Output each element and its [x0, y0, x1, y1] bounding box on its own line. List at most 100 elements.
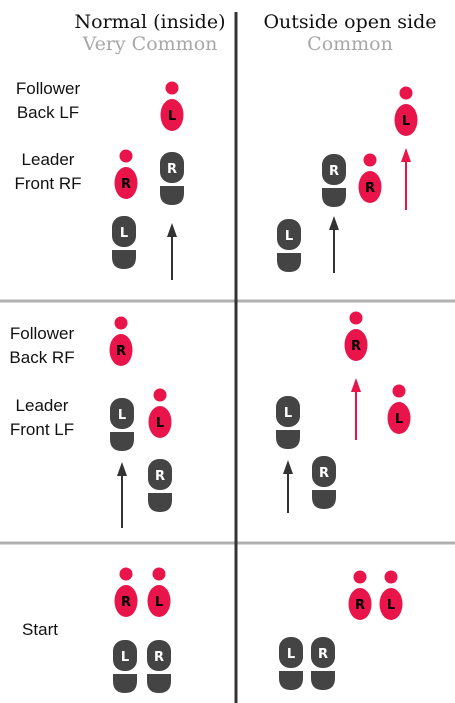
follower-foot — [379, 588, 403, 620]
follower-foot — [147, 585, 171, 617]
foot-letter: L — [395, 412, 403, 427]
follower-foot — [344, 329, 368, 361]
foot-letter: L — [287, 647, 295, 662]
row1-leader-label: Leader Front RF — [6, 148, 90, 196]
row-label-line: Back RF — [9, 348, 75, 367]
column-frequency: Common — [307, 33, 393, 55]
follower-heel-dot — [399, 86, 413, 100]
leader-foot-heel — [160, 186, 184, 205]
column-frequency: Very Common — [82, 33, 218, 55]
leader-foot-ball — [322, 154, 346, 185]
leader-foot-heel — [112, 250, 136, 269]
leader-foot-heel — [312, 490, 336, 509]
follower-foot — [387, 402, 411, 434]
follower-foot — [358, 171, 382, 203]
foot-letter: L — [155, 595, 163, 610]
follower-heel-dot — [119, 149, 133, 163]
follower-foot — [114, 585, 138, 617]
foot-letter: R — [329, 164, 339, 179]
follower-heel-dot — [384, 570, 398, 584]
follower-heel-dot — [165, 81, 179, 95]
step-arrow-head — [283, 460, 293, 474]
foot-letter: R — [116, 344, 126, 359]
foot-letter: R — [121, 595, 131, 610]
foot-letter: R — [121, 177, 131, 192]
foot-letter: L — [285, 229, 293, 244]
foot-letter: L — [121, 650, 129, 665]
leader-foot-heel — [113, 674, 137, 693]
leader-foot-ball — [148, 459, 172, 490]
follower-foot — [109, 334, 133, 366]
row3-start-label: Start — [0, 618, 80, 642]
row2-leader-label: Leader Front LF — [0, 394, 84, 442]
leader-foot-heel — [311, 671, 335, 690]
column-header-normal: Normal (inside) Very Common — [60, 11, 240, 55]
row-label-line: Start — [22, 620, 58, 639]
follower-heel-dot — [392, 384, 406, 398]
follower-heel-dot — [153, 388, 167, 402]
step-arrow-head — [117, 462, 127, 476]
step-arrow-head — [167, 223, 177, 237]
row-label-line: Leader — [15, 396, 69, 415]
leader-foot-heel — [276, 430, 300, 449]
row1-follower-label: Follower Back LF — [6, 77, 90, 125]
step-arrow-head — [401, 148, 411, 162]
foot-letter: R — [355, 598, 365, 613]
foot-letter: L — [387, 598, 395, 613]
foot-letter: L — [284, 406, 292, 421]
leader-foot-ball — [312, 456, 336, 487]
row-label-line: Follower — [9, 324, 75, 343]
foot-letter: L — [120, 226, 128, 241]
step-arrow-head — [351, 378, 361, 392]
leader-foot-ball — [160, 152, 184, 183]
row-label-line: Follower — [15, 79, 81, 98]
follower-heel-dot — [152, 567, 166, 581]
foot-letter: R — [318, 647, 328, 662]
foot-letter: L — [156, 416, 164, 431]
foot-letter: R — [365, 181, 375, 196]
follower-heel-dot — [114, 316, 128, 330]
leader-foot-heel — [279, 671, 303, 690]
leader-foot-ball — [311, 637, 335, 668]
leader-foot-heel — [147, 674, 171, 693]
follower-foot — [394, 104, 418, 136]
foot-letter: R — [167, 162, 177, 177]
foot-letter: R — [154, 650, 164, 665]
row-label-line: Leader — [21, 150, 75, 169]
leader-foot-heel — [322, 188, 346, 207]
leader-foot-ball — [112, 216, 136, 247]
leader-foot-heel — [148, 493, 172, 512]
foot-letter: R — [351, 339, 361, 354]
follower-heel-dot — [353, 570, 367, 584]
follower-heel-dot — [349, 311, 363, 325]
follower-foot — [114, 167, 138, 199]
leader-foot-ball — [110, 398, 134, 429]
step-arrow-head — [329, 216, 339, 230]
follower-foot — [148, 406, 172, 438]
leader-foot-ball — [279, 637, 303, 668]
follower-heel-dot — [363, 153, 377, 167]
leader-foot-heel — [110, 432, 134, 451]
foot-letter: L — [118, 408, 126, 423]
follower-foot — [348, 588, 372, 620]
leader-foot-heel — [277, 253, 301, 272]
foot-letter: R — [155, 469, 165, 484]
leader-foot-ball — [277, 219, 301, 250]
row-label-line: Front LF — [9, 420, 75, 439]
column-title: Outside open side — [263, 11, 437, 33]
leader-foot-ball — [276, 396, 300, 427]
row2-follower-label: Follower Back RF — [0, 322, 84, 370]
column-title: Normal (inside) — [74, 11, 226, 33]
follower-heel-dot — [119, 567, 133, 581]
follower-foot — [160, 99, 184, 131]
row-label-line: Back LF — [16, 103, 80, 122]
foot-letter: R — [319, 466, 329, 481]
row-label-line: Front RF — [14, 174, 82, 193]
foot-letter: L — [168, 109, 176, 124]
leader-foot-ball — [147, 640, 171, 671]
leader-foot-ball — [113, 640, 137, 671]
foot-letter: L — [402, 114, 410, 129]
column-header-outside: Outside open side Common — [245, 11, 455, 55]
